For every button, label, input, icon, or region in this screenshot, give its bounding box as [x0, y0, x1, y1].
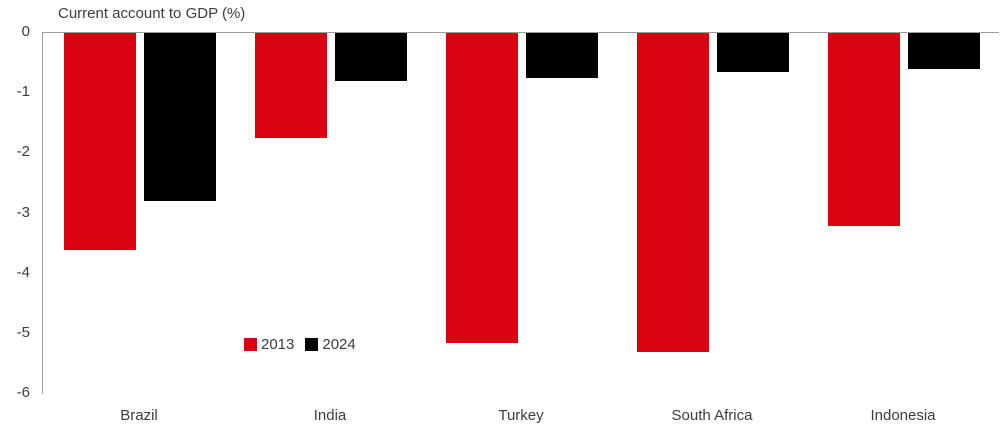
legend-swatch-2013: [244, 338, 257, 351]
category-label-south-africa: South Africa: [671, 407, 753, 424]
y-tick-label: -3: [16, 203, 30, 221]
plot-area: [42, 32, 999, 394]
legend-item-2013: 2013: [244, 336, 294, 353]
chart-title: Current account to GDP (%): [58, 5, 246, 22]
legend-item-2024: 2024: [305, 336, 356, 353]
y-tick-label: 0: [21, 23, 30, 40]
legend-label-2013: 2013: [261, 336, 295, 353]
category-label-india: India: [313, 407, 347, 424]
y-tick-label: -2: [16, 143, 30, 161]
bar-2013-turkey: [446, 33, 518, 343]
bar-2024-brazil: [144, 33, 216, 201]
y-tick-label: -4: [16, 263, 30, 281]
category-label-brazil: Brazil: [120, 407, 158, 424]
y-tick-label: -6: [16, 384, 30, 401]
category-label-turkey: Turkey: [498, 407, 544, 424]
bar-2013-indonesia: [828, 33, 900, 226]
y-tick-label: -5: [16, 323, 30, 341]
legend: 2013 2024: [244, 336, 356, 353]
bar-2013-brazil: [64, 33, 136, 250]
bar-2013-south-africa: [637, 33, 709, 352]
bar-2024-india: [335, 33, 407, 81]
category-label-indonesia: Indonesia: [870, 407, 936, 424]
bar-2013-india: [255, 33, 327, 138]
legend-swatch-2024: [305, 338, 319, 351]
bar-2024-turkey: [526, 33, 598, 78]
bar-2024-south-africa: [717, 33, 789, 72]
y-tick-label: -1: [16, 83, 30, 101]
bar-2024-indonesia: [908, 33, 980, 69]
legend-label-2024: 2024: [322, 336, 356, 353]
